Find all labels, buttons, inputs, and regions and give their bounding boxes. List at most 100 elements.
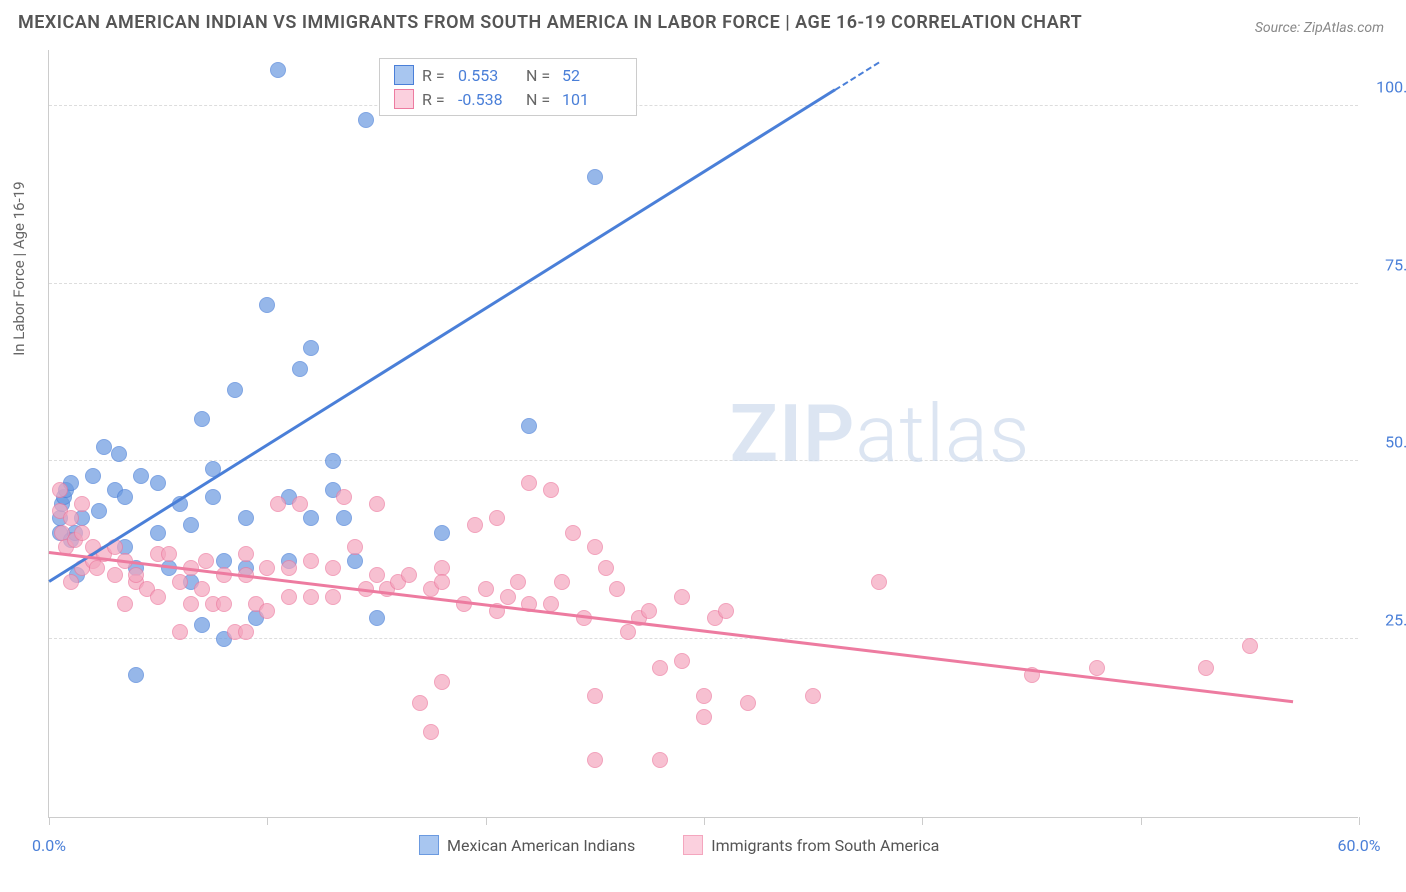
x-tick (704, 817, 705, 825)
legend-n-label: N = (526, 66, 554, 85)
scatter-point (521, 475, 537, 491)
scatter-point (587, 688, 603, 704)
scatter-point (434, 674, 450, 690)
legend-swatch-icon (419, 835, 439, 855)
scatter-point (467, 517, 483, 533)
scatter-point (652, 660, 668, 676)
scatter-point (718, 603, 734, 619)
legend-bottom: Mexican American Indians Immigrants from … (419, 835, 939, 855)
scatter-point (150, 589, 166, 605)
scatter-point (489, 510, 505, 526)
x-tick (1359, 817, 1360, 825)
scatter-point (325, 589, 341, 605)
scatter-point (194, 581, 210, 597)
legend-n-value: 101 (562, 90, 622, 109)
legend-r-value: 0.553 (458, 66, 518, 85)
scatter-point (238, 624, 254, 640)
scatter-point (133, 468, 149, 484)
scatter-point (63, 574, 79, 590)
scatter-point (281, 560, 297, 576)
scatter-point (740, 695, 756, 711)
x-tick (486, 817, 487, 825)
scatter-point (620, 624, 636, 640)
scatter-point (111, 446, 127, 462)
scatter-point (216, 596, 232, 612)
scatter-point (674, 589, 690, 605)
watermark: ZIPatlas (730, 387, 1031, 481)
scatter-point (696, 709, 712, 725)
scatter-point (74, 496, 90, 512)
scatter-point (281, 589, 297, 605)
scatter-point (303, 589, 319, 605)
y-tick-label: 25.0% (1368, 611, 1406, 630)
scatter-point (412, 695, 428, 711)
trend-line (48, 88, 835, 582)
gridline-h (49, 283, 1358, 284)
scatter-point (871, 574, 887, 590)
scatter-point (303, 553, 319, 569)
legend-top-row: R = -0.538 N = 101 (394, 87, 622, 111)
legend-r-label: R = (422, 90, 450, 109)
scatter-point (336, 510, 352, 526)
plot-area: In Labor Force | Age 16-1925.0%50.0%75.0… (48, 50, 1358, 818)
scatter-point (194, 411, 210, 427)
legend-r-value: -0.538 (458, 90, 518, 109)
scatter-point (554, 574, 570, 590)
scatter-point (652, 752, 668, 768)
legend-bottom-item: Mexican American Indians (419, 835, 635, 855)
scatter-point (172, 624, 188, 640)
scatter-point (369, 610, 385, 626)
legend-r-label: R = (422, 66, 450, 85)
y-axis-label: In Labor Force | Age 16-19 (10, 181, 28, 355)
scatter-point (500, 589, 516, 605)
scatter-point (161, 546, 177, 562)
scatter-point (347, 553, 363, 569)
legend-series-label: Immigrants from South America (711, 836, 939, 855)
scatter-point (270, 496, 286, 512)
scatter-point (478, 581, 494, 597)
scatter-point (336, 489, 352, 505)
scatter-point (303, 340, 319, 356)
scatter-point (434, 525, 450, 541)
scatter-point (1242, 638, 1258, 654)
x-tick (922, 817, 923, 825)
scatter-point (587, 752, 603, 768)
scatter-point (259, 560, 275, 576)
scatter-point (150, 475, 166, 491)
scatter-point (303, 510, 319, 526)
source-label: Source: ZipAtlas.com (1255, 20, 1384, 36)
gridline-h (49, 105, 1358, 106)
scatter-point (91, 503, 107, 519)
scatter-point (74, 525, 90, 541)
scatter-point (423, 724, 439, 740)
x-tick-label: 0.0% (32, 836, 66, 855)
scatter-point (587, 169, 603, 185)
scatter-point (85, 468, 101, 484)
scatter-point (198, 553, 214, 569)
x-tick (267, 817, 268, 825)
legend-n-value: 52 (562, 66, 622, 85)
gridline-h (49, 460, 1358, 461)
scatter-point (565, 525, 581, 541)
scatter-point (696, 688, 712, 704)
scatter-point (609, 581, 625, 597)
y-tick-label: 100.0% (1368, 77, 1406, 96)
scatter-point (183, 517, 199, 533)
scatter-point (107, 567, 123, 583)
scatter-point (805, 688, 821, 704)
scatter-point (543, 596, 559, 612)
scatter-point (510, 574, 526, 590)
scatter-point (128, 667, 144, 683)
scatter-point (369, 567, 385, 583)
scatter-point (1089, 660, 1105, 676)
legend-n-label: N = (526, 90, 554, 109)
scatter-point (292, 496, 308, 512)
scatter-point (598, 560, 614, 576)
scatter-point (434, 574, 450, 590)
scatter-point (641, 603, 657, 619)
legend-swatch-icon (683, 835, 703, 855)
scatter-point (401, 567, 417, 583)
scatter-point (587, 539, 603, 555)
y-tick-label: 75.0% (1368, 255, 1406, 274)
x-tick-label: 60.0% (1338, 836, 1381, 855)
